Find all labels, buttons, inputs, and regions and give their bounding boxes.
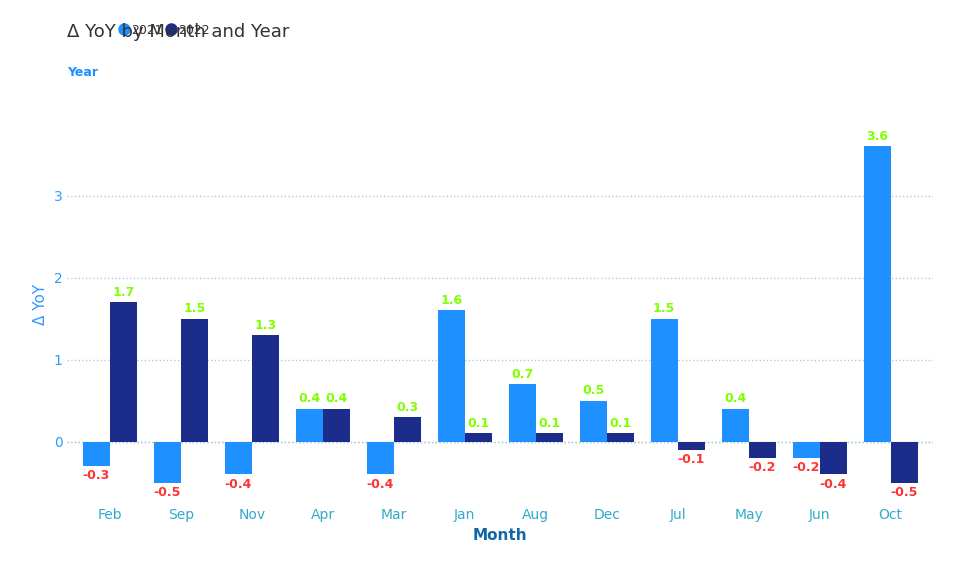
Text: 3.6: 3.6 (865, 130, 887, 143)
Bar (721, 409, 748, 442)
Text: -0.4: -0.4 (225, 478, 252, 491)
Text: 1.3: 1.3 (254, 319, 276, 332)
Bar (890, 442, 917, 483)
Text: 0.7: 0.7 (510, 368, 532, 381)
Bar (508, 384, 535, 442)
Bar (535, 433, 562, 442)
Bar (677, 442, 703, 450)
Text: 1.6: 1.6 (440, 294, 462, 307)
Bar (366, 442, 393, 474)
Text: Δ YoY by Month and Year: Δ YoY by Month and Year (67, 23, 289, 41)
Text: -0.2: -0.2 (792, 461, 819, 474)
Bar (83, 442, 110, 466)
Text: 0.1: 0.1 (537, 417, 559, 430)
Legend: 2021, 2022: 2021, 2022 (121, 24, 209, 37)
Text: 0.3: 0.3 (396, 401, 418, 414)
Bar (296, 409, 323, 442)
Text: -0.3: -0.3 (83, 470, 110, 483)
Bar (323, 409, 350, 442)
Text: 1.7: 1.7 (112, 286, 135, 299)
Bar (863, 146, 890, 442)
Bar (819, 442, 846, 474)
Bar (252, 335, 279, 442)
Bar (748, 442, 775, 458)
Text: Year: Year (67, 66, 98, 79)
Bar (110, 302, 136, 442)
Text: -0.4: -0.4 (366, 478, 394, 491)
Text: 0.1: 0.1 (467, 417, 489, 430)
Text: -0.5: -0.5 (890, 486, 917, 499)
Text: 0.1: 0.1 (608, 417, 630, 430)
Y-axis label: Δ YoY: Δ YoY (33, 284, 48, 325)
Bar (225, 442, 252, 474)
Text: -0.5: -0.5 (154, 486, 181, 499)
Text: 0.4: 0.4 (298, 393, 320, 405)
Text: -0.4: -0.4 (819, 478, 846, 491)
X-axis label: Month: Month (473, 528, 527, 542)
Bar (650, 319, 677, 442)
Bar (393, 417, 420, 442)
Text: -0.2: -0.2 (748, 461, 775, 474)
Text: 1.5: 1.5 (653, 302, 675, 315)
Text: 0.5: 0.5 (581, 384, 604, 397)
Bar (181, 319, 208, 442)
Bar (606, 433, 633, 442)
Bar (792, 442, 819, 458)
Bar (154, 442, 181, 483)
Text: 1.5: 1.5 (183, 302, 206, 315)
Bar (579, 401, 606, 442)
Text: -0.1: -0.1 (677, 453, 704, 466)
Text: 0.4: 0.4 (325, 393, 347, 405)
Bar (437, 311, 464, 442)
Text: 0.4: 0.4 (724, 393, 746, 405)
Bar (464, 433, 491, 442)
